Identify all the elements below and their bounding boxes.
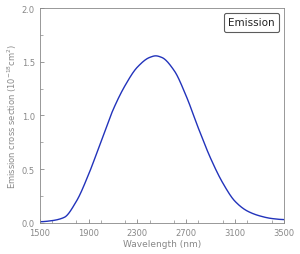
Emission	[154, 55, 158, 58]
Emission	[50, 219, 54, 222]
Emission	[230, 197, 234, 200]
Emission	[275, 218, 279, 221]
Emission	[150, 56, 154, 59]
Legend: Emission: Emission	[224, 14, 279, 33]
Emission	[38, 220, 41, 223]
Line: Emission: Emission	[40, 57, 284, 222]
X-axis label: Wavelength (nm): Wavelength (nm)	[123, 240, 201, 248]
Emission	[282, 218, 286, 221]
Emission	[275, 218, 279, 221]
Emission	[157, 56, 160, 59]
Y-axis label: Emission cross section ($10^{-18}$cm$^2$): Emission cross section ($10^{-18}$cm$^2$…	[6, 44, 19, 188]
